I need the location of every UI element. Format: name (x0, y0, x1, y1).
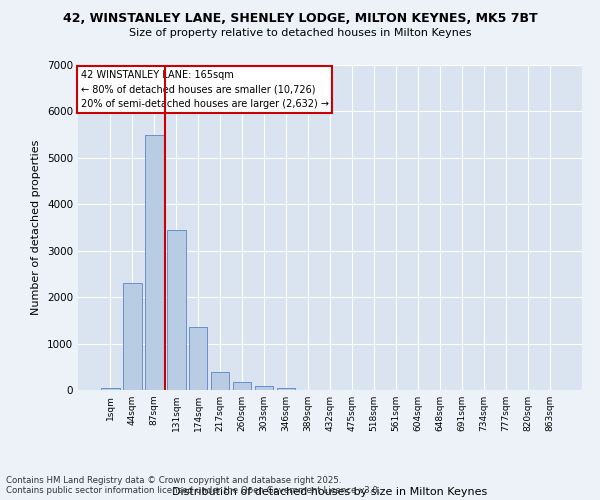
Bar (101, 388, 119, 390)
Bar (211, 372, 229, 390)
Bar (255, 386, 274, 390)
Text: 42, WINSTANLEY LANE, SHENLEY LODGE, MILTON KEYNES, MK5 7BT: 42, WINSTANLEY LANE, SHENLEY LODGE, MILT… (62, 12, 538, 26)
Y-axis label: Number of detached properties: Number of detached properties (31, 140, 41, 315)
Bar (123, 283, 142, 390)
Bar (167, 230, 185, 390)
Bar (145, 134, 164, 390)
Text: 42 WINSTANLEY LANE: 165sqm
← 80% of detached houses are smaller (10,726)
20% of : 42 WINSTANLEY LANE: 165sqm ← 80% of deta… (80, 70, 329, 110)
Text: Size of property relative to detached houses in Milton Keynes: Size of property relative to detached ho… (129, 28, 471, 38)
Bar (233, 382, 251, 390)
X-axis label: Distribution of detached houses by size in Milton Keynes: Distribution of detached houses by size … (172, 487, 488, 497)
Text: Contains HM Land Registry data © Crown copyright and database right 2025.
Contai: Contains HM Land Registry data © Crown c… (6, 476, 380, 495)
Bar (277, 388, 295, 390)
Bar (189, 328, 208, 390)
